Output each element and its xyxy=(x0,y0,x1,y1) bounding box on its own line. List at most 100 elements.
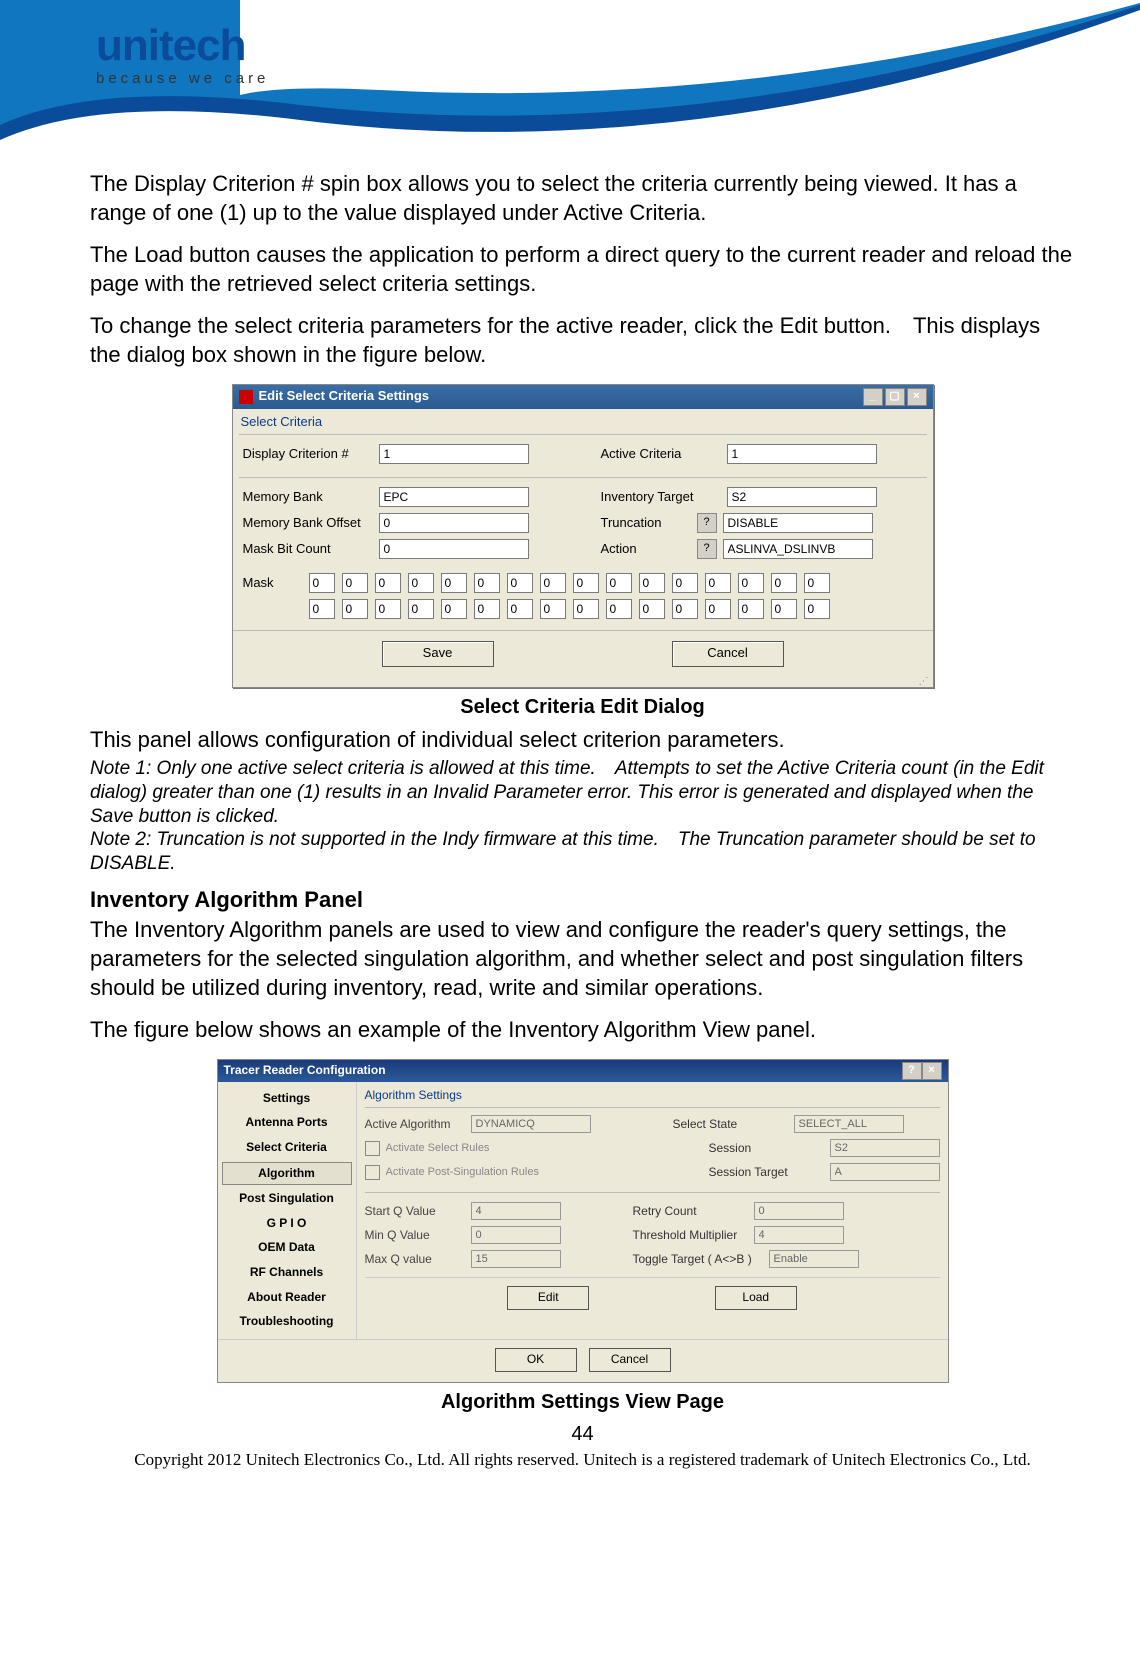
mask-cell[interactable] xyxy=(606,573,632,593)
activate-select-checkbox[interactable] xyxy=(365,1141,380,1156)
truncation-label: Truncation xyxy=(601,515,691,532)
select-state-label: Select State xyxy=(673,1117,788,1133)
paragraph-2: The Load button causes the application t… xyxy=(90,241,1075,298)
dialog1-icon xyxy=(239,390,253,404)
activate-post-checkbox[interactable] xyxy=(365,1165,380,1180)
mask-cell[interactable] xyxy=(342,599,368,619)
mask-cell[interactable] xyxy=(540,599,566,619)
sidebar-item[interactable]: Settings xyxy=(222,1088,352,1110)
mask-cell[interactable] xyxy=(441,599,467,619)
mask-cell[interactable] xyxy=(507,573,533,593)
mask-cell[interactable] xyxy=(309,573,335,593)
mask-bit-count-input[interactable] xyxy=(379,539,529,559)
save-button[interactable]: Save xyxy=(382,641,494,667)
sidebar-item[interactable]: Select Criteria xyxy=(222,1137,352,1159)
start-q-input[interactable] xyxy=(471,1202,561,1220)
active-algorithm-label: Active Algorithm xyxy=(365,1117,465,1133)
sidebar-item[interactable]: Troubleshooting xyxy=(222,1311,352,1333)
maximize-button[interactable]: ▢ xyxy=(885,388,905,406)
inventory-target-label: Inventory Target xyxy=(601,489,721,506)
mask-cell[interactable] xyxy=(375,599,401,619)
cancel-button-2[interactable]: Cancel xyxy=(589,1348,671,1372)
action-label: Action xyxy=(601,541,691,558)
display-criterion-label: Display Criterion # xyxy=(243,446,373,463)
mask-cell[interactable] xyxy=(375,573,401,593)
main-panel: Algorithm Settings Active Algorithm Sele… xyxy=(357,1082,948,1339)
mask-cell[interactable] xyxy=(507,599,533,619)
mask-cell[interactable] xyxy=(738,599,764,619)
header-swoosh: unitech because we care xyxy=(0,0,1140,170)
mask-cell[interactable] xyxy=(474,573,500,593)
mask-cell[interactable] xyxy=(771,573,797,593)
retry-count-input[interactable] xyxy=(754,1202,844,1220)
session-target-input[interactable] xyxy=(830,1163,940,1181)
sidebar-item[interactable]: Post Singulation xyxy=(222,1188,352,1210)
toggle-target-input[interactable] xyxy=(769,1250,859,1268)
mask-cell[interactable] xyxy=(672,599,698,619)
mask-cell[interactable] xyxy=(804,599,830,619)
mask-cell[interactable] xyxy=(441,573,467,593)
sidebar-item[interactable]: About Reader xyxy=(222,1287,352,1309)
mask-cell[interactable] xyxy=(639,573,665,593)
caption-1: Select Criteria Edit Dialog xyxy=(90,694,1075,720)
threshold-mult-input[interactable] xyxy=(754,1226,844,1244)
resize-grip[interactable]: ⋰ xyxy=(233,679,933,687)
ok-button[interactable]: OK xyxy=(495,1348,577,1372)
mask-cell[interactable] xyxy=(573,599,599,619)
action-input[interactable] xyxy=(723,539,873,559)
truncation-input[interactable] xyxy=(723,513,873,533)
mask-row2 xyxy=(309,599,830,619)
brand-name: unitech xyxy=(96,21,245,70)
mask-cell[interactable] xyxy=(474,599,500,619)
help-button[interactable]: ? xyxy=(902,1062,922,1080)
minimize-button[interactable]: _ xyxy=(863,388,883,406)
mask-cell[interactable] xyxy=(606,599,632,619)
mask-cell[interactable] xyxy=(771,599,797,619)
mask-row1 xyxy=(309,573,830,593)
select-state-input[interactable] xyxy=(794,1115,904,1133)
session-input[interactable] xyxy=(830,1139,940,1157)
mask-cell[interactable] xyxy=(540,573,566,593)
sidebar-item[interactable]: Antenna Ports xyxy=(222,1112,352,1134)
edit-button[interactable]: Edit xyxy=(507,1286,589,1310)
load-button[interactable]: Load xyxy=(715,1286,797,1310)
mask-cell[interactable] xyxy=(639,599,665,619)
active-algorithm-input[interactable] xyxy=(471,1115,591,1133)
close-button-2[interactable]: × xyxy=(922,1062,942,1080)
paragraph-1: The Display Criterion # spin box allows … xyxy=(90,170,1075,227)
mask-cell[interactable] xyxy=(672,573,698,593)
mask-label: Mask xyxy=(243,575,303,592)
start-q-label: Start Q Value xyxy=(365,1204,465,1220)
cancel-button[interactable]: Cancel xyxy=(672,641,784,667)
close-button[interactable]: × xyxy=(907,388,927,406)
sidebar-item[interactable]: G P I O xyxy=(222,1213,352,1235)
group-title: Select Criteria xyxy=(233,409,933,433)
mask-cell[interactable] xyxy=(738,573,764,593)
sidebar-item[interactable]: Algorithm xyxy=(222,1162,352,1186)
truncation-help-icon[interactable]: ? xyxy=(697,513,717,533)
max-q-input[interactable] xyxy=(471,1250,561,1268)
mask-cell[interactable] xyxy=(408,599,434,619)
window-buttons: _ ▢ × xyxy=(863,388,927,406)
sidebar-item[interactable]: OEM Data xyxy=(222,1237,352,1259)
page-number: 44 xyxy=(90,1421,1075,1447)
display-criterion-input[interactable] xyxy=(379,444,529,464)
mask-cell[interactable] xyxy=(705,573,731,593)
memory-bank-input[interactable] xyxy=(379,487,529,507)
algorithm-settings-dialog: Tracer Reader Configuration ? × Settings… xyxy=(217,1059,949,1383)
paragraph-3: To change the select criteria parameters… xyxy=(90,312,1075,369)
inventory-target-input[interactable] xyxy=(727,487,877,507)
mask-cell[interactable] xyxy=(804,573,830,593)
min-q-input[interactable] xyxy=(471,1226,561,1244)
action-help-icon[interactable]: ? xyxy=(697,539,717,559)
mask-cell[interactable] xyxy=(573,573,599,593)
active-criteria-input[interactable] xyxy=(727,444,877,464)
mask-cell[interactable] xyxy=(408,573,434,593)
mask-cell[interactable] xyxy=(309,599,335,619)
mask-cell[interactable] xyxy=(705,599,731,619)
sidebar-item[interactable]: RF Channels xyxy=(222,1262,352,1284)
mask-cell[interactable] xyxy=(342,573,368,593)
memory-bank-offset-input[interactable] xyxy=(379,513,529,533)
select-criteria-dialog: Edit Select Criteria Settings _ ▢ × Sele… xyxy=(232,384,934,689)
content-area: The Display Criterion # spin box allows … xyxy=(0,0,1140,1491)
